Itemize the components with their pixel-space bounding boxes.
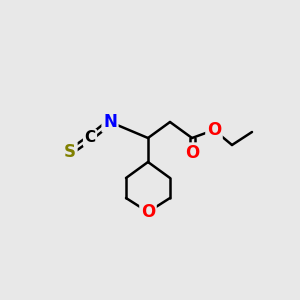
Text: O: O xyxy=(207,121,221,139)
Text: O: O xyxy=(141,203,155,221)
Text: S: S xyxy=(64,143,76,161)
Text: C: C xyxy=(84,130,96,146)
Text: O: O xyxy=(185,144,199,162)
Text: N: N xyxy=(103,113,117,131)
